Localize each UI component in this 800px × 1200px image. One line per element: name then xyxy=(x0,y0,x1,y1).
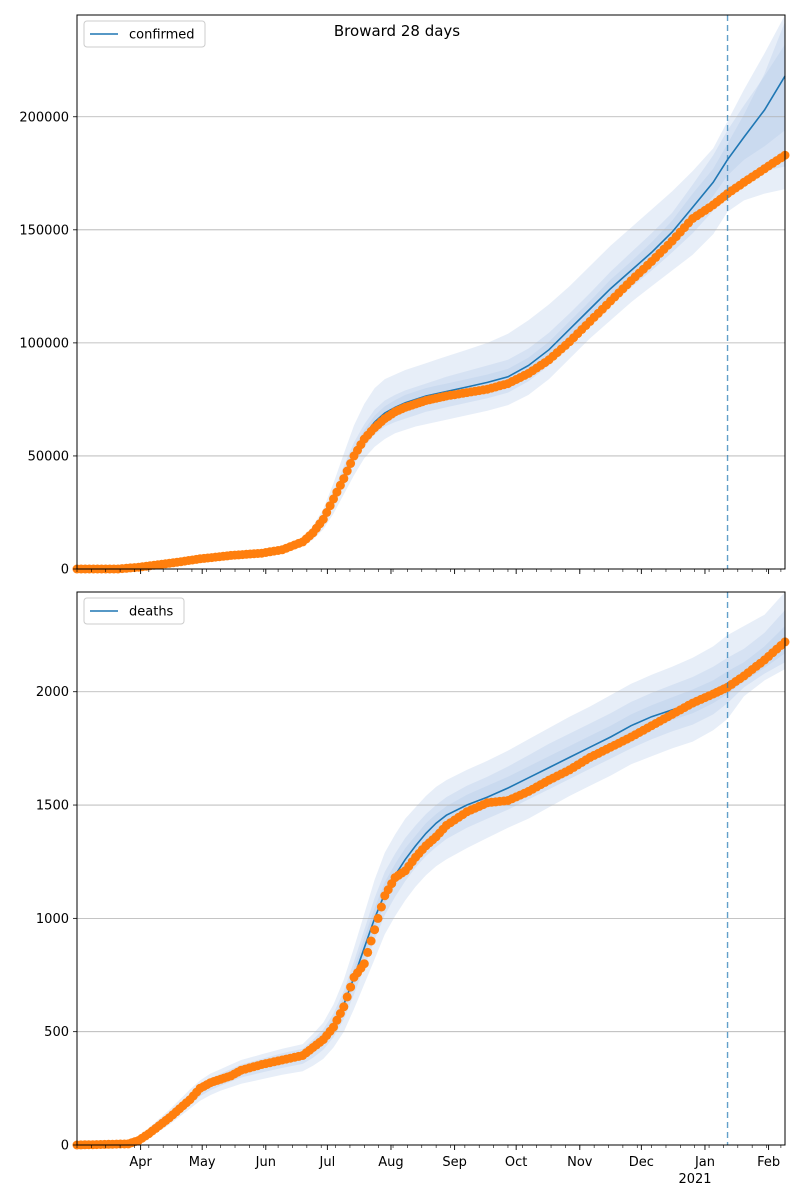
confirmed-observed-points xyxy=(72,150,790,574)
confirmed-observed-point xyxy=(322,508,332,517)
confirmed-legend: confirmed xyxy=(83,20,206,48)
deaths-ytick-label: 2000 xyxy=(36,685,69,700)
confirmed-observed-point xyxy=(346,459,356,468)
deaths-observed-point xyxy=(335,1009,345,1018)
deaths-ytick-label: 0 xyxy=(61,1139,69,1154)
month-label: Apr xyxy=(129,1155,152,1170)
month-label: Sep xyxy=(442,1155,467,1170)
confirmed-ytick-label: 0 xyxy=(61,563,69,578)
month-label: Nov xyxy=(567,1155,593,1170)
confirmed-legend-label: confirmed xyxy=(129,28,195,43)
confirmed-uncertainty-bands xyxy=(77,15,785,570)
deaths-legend: deaths xyxy=(83,597,185,625)
deaths-ytick-label: 500 xyxy=(44,1025,69,1040)
confirmed-y-axis: 0 50000 100000 150000 200000 xyxy=(19,110,77,578)
month-label: Aug xyxy=(378,1155,403,1170)
confirmed-observed-point xyxy=(329,494,338,504)
deaths-legend-box xyxy=(83,597,185,625)
deaths-observed-points xyxy=(72,637,790,1150)
deaths-observed-point xyxy=(339,1002,349,1012)
deaths-observed-point xyxy=(346,982,356,992)
month-label: Dec xyxy=(629,1155,654,1170)
deaths-gridlines xyxy=(77,691,785,1033)
deaths-observed-point xyxy=(370,925,380,935)
deaths-panel: 0 500 1000 1500 2000 deaths Apr May Jun Jul Aug S… xyxy=(36,591,790,1187)
month-label: Jul xyxy=(319,1155,336,1170)
month-label: Feb xyxy=(757,1155,780,1170)
year-label: 2021 xyxy=(678,1172,711,1187)
deaths-x-axis xyxy=(76,1145,782,1150)
month-label: Oct xyxy=(505,1155,527,1170)
confirmed-ytick-label: 50000 xyxy=(28,449,69,464)
confirmed-ytick-label: 100000 xyxy=(19,336,69,351)
confirmed-observed-point xyxy=(335,480,345,490)
confirmed-observed-point xyxy=(342,466,352,476)
confirmed-observed-point xyxy=(318,514,328,524)
deaths-observed-point xyxy=(376,902,386,912)
deaths-y-axis: 0 500 1000 1500 2000 xyxy=(36,685,77,1154)
deaths-ytick-label: 1000 xyxy=(36,912,69,927)
month-label: Jun xyxy=(255,1155,276,1170)
confirmed-axes-frame xyxy=(76,14,786,570)
deaths-observed-point xyxy=(342,992,352,1002)
confirmed-legend-box xyxy=(83,20,206,48)
deaths-observed-point xyxy=(332,1015,342,1025)
deaths-observed-point xyxy=(359,959,369,969)
deaths-ytick-label: 1500 xyxy=(36,799,69,814)
confirmed-gridlines xyxy=(77,116,785,457)
confirmed-ytick-label: 200000 xyxy=(19,110,69,125)
confirmed-x-axis xyxy=(76,569,782,574)
confirmed-observed-point xyxy=(339,474,349,484)
month-label: May xyxy=(189,1155,216,1170)
deaths-observed-point xyxy=(373,913,383,923)
confirmed-observed-point xyxy=(325,501,335,511)
deaths-legend-label: deaths xyxy=(129,605,174,620)
confirmed-band-outer xyxy=(77,15,785,569)
deaths-observed-point xyxy=(363,947,373,957)
month-label: Jan xyxy=(694,1155,715,1170)
confirmed-ytick-label: 150000 xyxy=(19,223,69,238)
deaths-observed-point xyxy=(329,1022,338,1032)
confirmed-panel: 0 50000 100000 150000 200000 confirmed Browa… xyxy=(19,14,790,578)
deaths-observed-point xyxy=(366,936,376,946)
confirmed-observed-point xyxy=(332,487,342,497)
month-tick-labels: Apr May Jun Jul Aug Sep Oct Nov Dec Jan Feb xyxy=(129,1155,780,1170)
figure-title: Broward 28 days xyxy=(334,22,460,40)
deaths-band-outer xyxy=(77,592,785,1145)
deaths-axes-frame xyxy=(76,591,786,1146)
